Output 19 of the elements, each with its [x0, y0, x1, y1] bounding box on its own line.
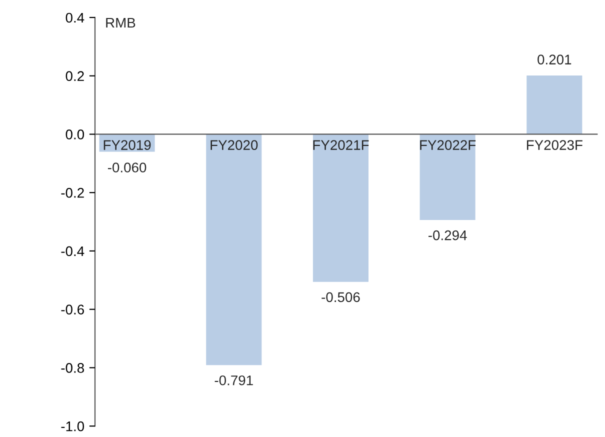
y-tick-label: -0.6 [61, 304, 84, 315]
data-label: 0.201 [538, 54, 572, 64]
y-tick-label: 0.4 [66, 12, 84, 23]
data-label: -0.060 [108, 162, 146, 172]
x-tick-label: FY2020 [210, 140, 258, 150]
data-label: -0.294 [428, 230, 467, 240]
x-tick-label: FY2021F [313, 140, 369, 150]
y-tick-label: -0.4 [61, 246, 84, 256]
x-tick-label: FY2022F [420, 140, 476, 150]
x-tick-label: FY2019 [104, 140, 151, 150]
y-axis-title: RMB [106, 18, 136, 28]
data-label: -0.791 [214, 375, 253, 386]
data-label: -0.506 [322, 292, 360, 302]
y-tick-label: 0.2 [66, 71, 84, 82]
y-tick-label: -0.8 [61, 363, 84, 373]
y-tick-label: -1.0 [61, 421, 84, 432]
y-tick-label: 0.0 [66, 130, 84, 140]
x-tick-label: FY2023F [526, 140, 582, 150]
y-tick-label: -0.2 [61, 188, 84, 198]
